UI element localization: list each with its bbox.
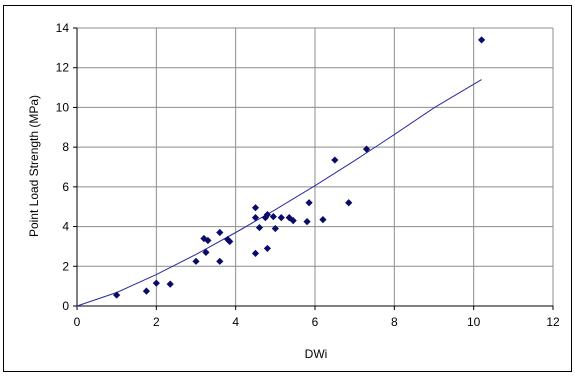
x-tick-labels: 0 2 4 6 8 10 12 [74,315,560,329]
chart-frame [3,5,572,372]
y-tick-label: 14 [56,21,70,35]
data-point [269,213,277,221]
data-point [204,236,212,245]
data-point [202,248,210,256]
y-axis-title: Point Load Strength (MPa) [27,95,41,237]
x-tick-label: 8 [391,315,398,329]
data-point [113,291,121,299]
data-point [251,204,260,212]
data-point [331,156,339,164]
data-point [277,214,285,222]
data-point [345,199,353,207]
data-point [142,287,151,295]
data-point [255,223,264,232]
y-tick-label: 12 [56,61,70,75]
data-point [216,228,224,237]
data-point [166,280,174,288]
x-tick-label: 2 [153,315,160,329]
y-tick-label: 10 [56,100,70,114]
y-tick-label: 6 [62,180,69,194]
data-point [216,257,224,265]
gridlines [77,27,554,306]
y-tick-label: 4 [62,220,69,234]
data-points [113,36,486,299]
data-point [289,217,297,225]
y-tick-labels: 0 2 4 6 8 10 12 14 [56,21,70,313]
data-point [152,279,160,287]
data-point [362,145,371,153]
data-point [305,199,313,207]
data-point [271,224,279,233]
x-axis-title: DWi [305,347,328,361]
data-point [478,36,486,44]
x-tick-label: 0 [74,315,81,329]
data-point [192,257,200,265]
data-point [263,244,271,253]
data-point [226,237,234,246]
x-tick-label: 10 [467,315,481,329]
y-tick-label: 2 [62,259,69,273]
data-point [251,214,260,222]
data-point [261,214,270,222]
x-tick-label: 4 [232,315,239,329]
data-point [319,216,327,224]
data-point [303,218,311,226]
axes [73,27,554,310]
data-point [263,211,271,219]
y-tick-label: 8 [62,140,69,154]
x-tick-label: 12 [546,315,560,329]
trendline-group [76,79,482,307]
trendline [76,79,482,307]
y-tick-label: 0 [62,299,69,313]
x-tick-label: 6 [312,315,319,329]
data-point [251,249,260,257]
